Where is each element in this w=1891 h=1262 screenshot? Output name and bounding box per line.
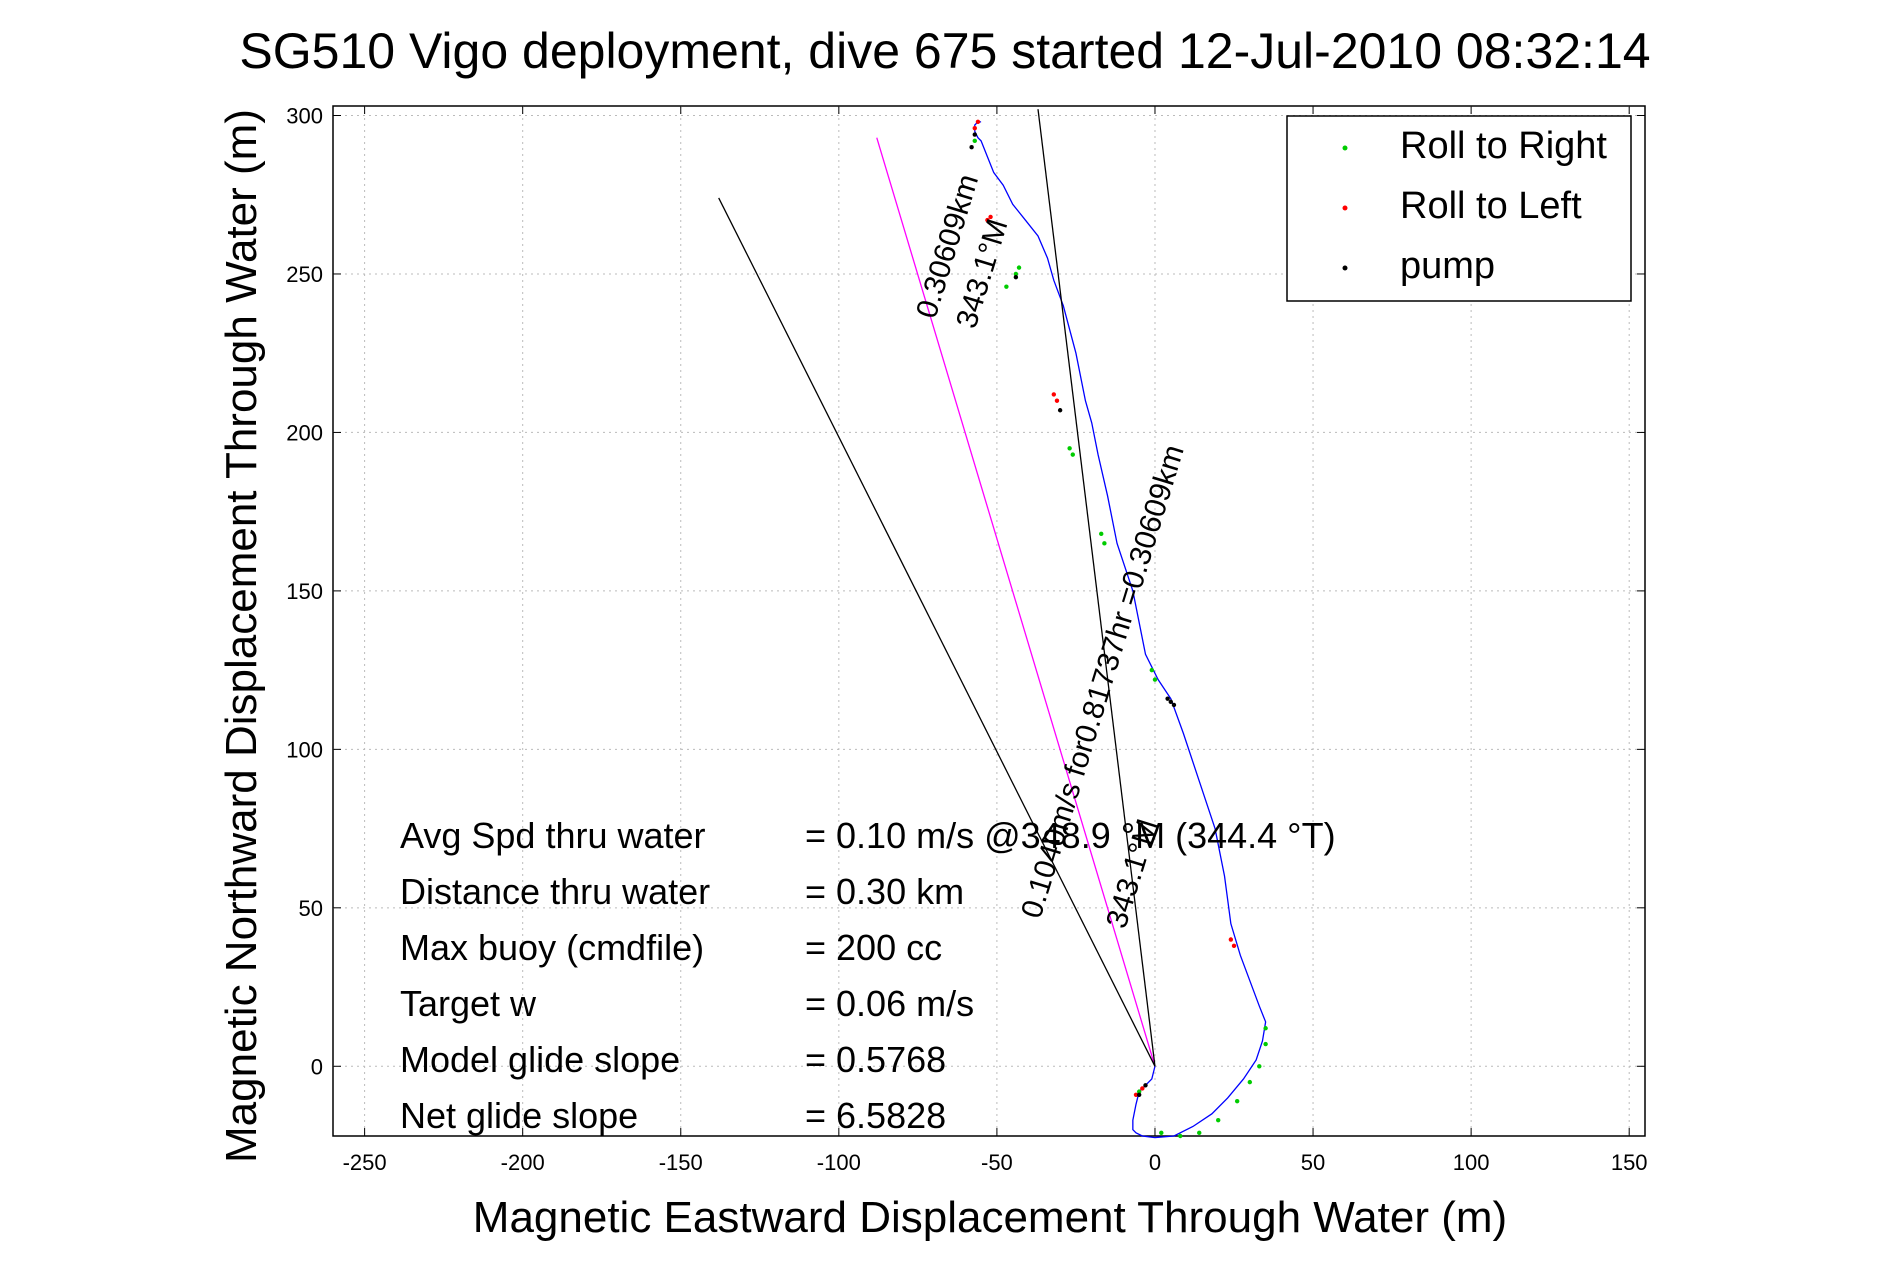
annotation-value: = 200 cc	[805, 927, 942, 968]
marker-roll-right	[1099, 531, 1104, 537]
x-tick-label: 150	[1611, 1150, 1648, 1175]
series-layer	[718, 109, 1267, 1139]
marker-pump	[1171, 702, 1177, 708]
marker-pump	[1136, 1092, 1142, 1098]
x-tick-label: 100	[1453, 1150, 1490, 1175]
series-line-b	[1037, 109, 1156, 1067]
annotation-value: = 0.5768	[805, 1039, 946, 1080]
legend: Roll to Right Roll to Left pump	[1286, 115, 1632, 302]
y-tick-label: 200	[286, 420, 323, 445]
legend-label: Roll to Right	[1400, 125, 1607, 167]
y-tick-label: 300	[286, 104, 323, 129]
x-tick-label: -50	[981, 1150, 1013, 1175]
marker-pump	[1057, 408, 1063, 413]
x-axis-label: Magnetic Eastward Displacement Through W…	[473, 1193, 1507, 1242]
marker-roll-right	[1136, 1089, 1142, 1094]
marker-roll-left	[1054, 398, 1060, 403]
y-tick-label: 50	[299, 896, 323, 921]
marker-roll-right	[1216, 1117, 1221, 1123]
marker-roll-right	[1263, 1041, 1268, 1047]
marker-roll-right	[1159, 1130, 1164, 1136]
marker-roll-right	[972, 138, 977, 144]
x-tick-label: -250	[343, 1150, 387, 1175]
x-tick-label: 0	[1149, 1150, 1161, 1175]
x-tick-label: -100	[817, 1150, 861, 1175]
marker-roll-right	[1152, 677, 1158, 682]
marker-roll-left	[985, 217, 990, 223]
marker-pump	[1013, 274, 1019, 280]
series-track	[974, 121, 1267, 1139]
marker-pump	[972, 132, 977, 137]
series-line-a	[718, 197, 1156, 1067]
marker-roll-right	[1234, 1098, 1240, 1104]
marker-roll-right	[1013, 271, 1019, 277]
annotation-label: Net glide slope	[400, 1095, 638, 1136]
marker-roll-left	[1231, 943, 1237, 949]
marker-pump	[1143, 1083, 1148, 1088]
x-ticks: -250 -200 -150 -100 -50 0 50 100 150	[343, 106, 1648, 1175]
annotation-label: Distance thru water	[400, 871, 710, 912]
marker-layer	[969, 119, 1268, 1139]
marker-roll-left	[1051, 392, 1057, 397]
annotation-value: = 0.10 m/s @348.9 °M (344.4 °T)	[805, 815, 1336, 856]
annotation-block: Avg Spd thru water = 0.10 m/s @348.9 °M (…	[400, 815, 1336, 1136]
annotation-value: = 6.5828	[805, 1095, 946, 1136]
annotation-label: Max buoy (cmdfile)	[400, 927, 704, 968]
marker-roll-right	[1102, 541, 1107, 546]
marker-roll-left	[972, 125, 977, 131]
marker-roll-right	[1263, 1026, 1268, 1031]
marker-roll-right	[1067, 446, 1072, 451]
marker-roll-right	[1257, 1064, 1262, 1069]
series-heading-line	[876, 137, 1156, 1067]
marker-roll-right	[1178, 1133, 1183, 1139]
x-tick-label: -200	[501, 1150, 545, 1175]
y-tick-label: 0	[311, 1054, 323, 1079]
annotation-label: Avg Spd thru water	[400, 815, 706, 856]
y-tick-label: 150	[286, 579, 323, 604]
annotation-value: = 0.06 m/s	[805, 983, 974, 1024]
x-tick-label: 50	[1301, 1150, 1325, 1175]
y-tick-label: 250	[286, 262, 323, 287]
marker-roll-right	[1149, 667, 1155, 673]
annotation-label: Target w	[400, 983, 537, 1024]
marker-roll-right	[1004, 284, 1009, 289]
y-axis-label: Magnetic Northward Displacement Through …	[217, 109, 266, 1163]
legend-label: Roll to Left	[1400, 185, 1582, 227]
y-tick-label: 100	[286, 737, 323, 762]
y-ticks: 0 50 100 150 200 250 300	[286, 104, 1645, 1079]
legend-label: pump	[1400, 245, 1495, 287]
marker-roll-left	[975, 119, 981, 125]
annotation-value: = 0.30 km	[805, 871, 964, 912]
marker-roll-right	[1247, 1079, 1253, 1085]
marker-roll-right	[1197, 1130, 1202, 1136]
marker-pump	[1165, 696, 1170, 701]
marker-roll-left	[988, 214, 993, 220]
marker-pump	[1168, 699, 1173, 705]
marker-roll-left	[1133, 1092, 1139, 1098]
marker-roll-right	[1016, 265, 1022, 270]
marker-roll-left	[1228, 937, 1234, 942]
marker-pump	[969, 145, 974, 150]
x-tick-label: -150	[659, 1150, 703, 1175]
legend-marker	[1342, 205, 1348, 211]
chart-title: SG510 Vigo deployment, dive 675 started …	[239, 23, 1650, 79]
marker-roll-left	[1140, 1086, 1145, 1091]
legend-marker	[1342, 265, 1348, 271]
marker-roll-right	[1070, 452, 1075, 457]
legend-marker	[1342, 145, 1348, 151]
annotation-label: Model glide slope	[400, 1039, 680, 1080]
